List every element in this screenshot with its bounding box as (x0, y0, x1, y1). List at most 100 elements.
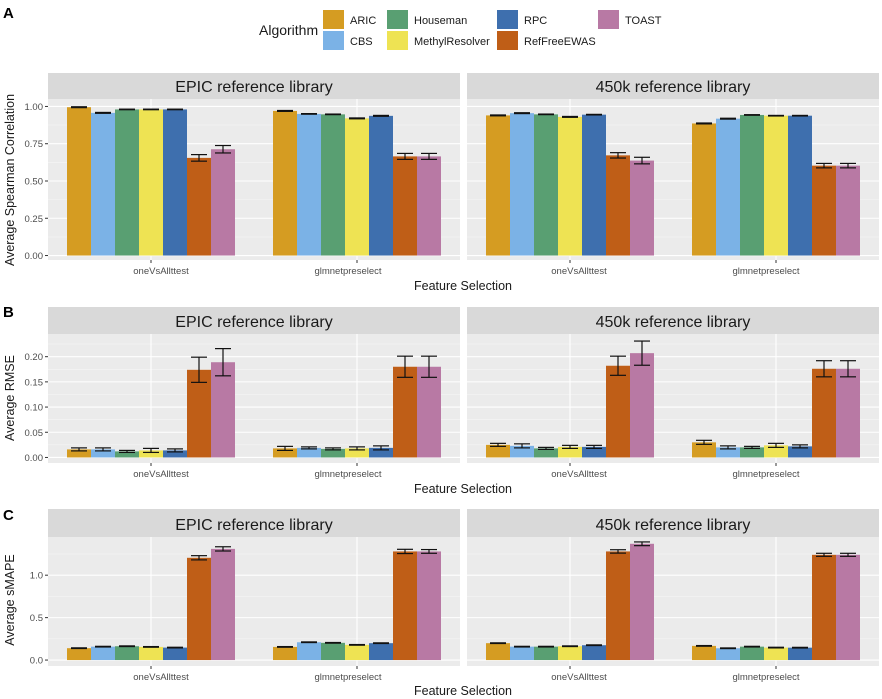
bar-reffreeewas (393, 551, 417, 661)
bar-aric (273, 448, 297, 458)
y-tick-label: 0.15 (25, 377, 44, 388)
legend-key (323, 10, 344, 29)
bar-aric (692, 442, 716, 458)
facet-strip (467, 73, 879, 99)
bar-methylresolver (558, 646, 582, 661)
facet-title: 450k reference library (596, 314, 751, 331)
x-tick-label: oneVsAllttest (133, 266, 189, 277)
legend-label: CBS (350, 36, 373, 48)
facet-title: 450k reference library (596, 79, 751, 96)
x-axis-title: Feature Selection (414, 684, 512, 698)
bar-methylresolver (345, 118, 369, 256)
bar-reffreeewas (187, 557, 211, 661)
bar-reffreeewas (812, 554, 836, 661)
bar-methylresolver (764, 115, 788, 256)
bar-toast (211, 548, 235, 661)
bar-methylresolver (345, 644, 369, 661)
bar-rpc (788, 647, 812, 661)
x-tick-label: oneVsAllttest (133, 469, 189, 480)
plot-background (467, 334, 879, 463)
bar-aric (486, 115, 510, 256)
x-tick-label: oneVsAllttest (133, 672, 189, 683)
bar-rpc (369, 643, 393, 661)
legend-title: Algorithm (259, 22, 318, 38)
x-tick-label: oneVsAllttest (551, 672, 607, 683)
x-axis-title: Feature Selection (414, 482, 512, 496)
bar-cbs (510, 646, 534, 661)
bar-houseman (321, 642, 345, 661)
facet-background (48, 307, 460, 463)
y-axis-title: Average sMAPE (3, 554, 17, 645)
bar-houseman (740, 646, 764, 661)
x-tick-label: oneVsAllttest (551, 266, 607, 277)
facet-epic: EPIC reference library oneVsAllttest glm… (67, 79, 441, 277)
bar-reffreeewas (393, 366, 417, 458)
bar-houseman (321, 114, 345, 256)
x-tick-label: glmnetpreselect (732, 266, 799, 277)
bar-reffreeewas (606, 551, 630, 661)
plot-background (48, 334, 460, 463)
legend-label: RPC (524, 15, 547, 27)
legend-key (387, 10, 408, 29)
legend-key (497, 10, 518, 29)
facet-450k: 450k reference library oneVsAllttest glm… (486, 517, 860, 683)
bar-houseman (115, 109, 139, 256)
bar-methylresolver (764, 647, 788, 661)
panel-label: B (3, 304, 14, 321)
facet-strip (48, 73, 460, 99)
bar-houseman (534, 448, 558, 458)
x-tick-label: glmnetpreselect (732, 672, 799, 683)
facet-background (467, 307, 879, 463)
facet-title: EPIC reference library (175, 79, 332, 96)
bar-aric (273, 110, 297, 256)
bar-aric (486, 643, 510, 661)
legend-key (323, 31, 344, 50)
bar-reffreeewas (812, 165, 836, 256)
bar-cbs (716, 118, 740, 256)
bar-cbs (91, 112, 115, 256)
bar-houseman (115, 646, 139, 661)
y-tick-label: 0.0 (30, 656, 43, 667)
bar-aric (692, 645, 716, 661)
bar-toast (836, 165, 860, 256)
bar-methylresolver (558, 116, 582, 256)
bar-cbs (297, 447, 321, 458)
bar-cbs (297, 113, 321, 256)
bar-cbs (297, 642, 321, 661)
bar-rpc (369, 447, 393, 458)
facet-title: EPIC reference library (175, 517, 332, 534)
bar-aric (67, 107, 91, 256)
facet-strip (48, 509, 460, 537)
legend: Algorithm ARIC CBS Houseman MethylResolver R… (259, 10, 662, 50)
legend-label: Houseman (414, 15, 467, 27)
x-axis-title: Feature Selection (414, 279, 512, 293)
y-tick-label: 0.75 (25, 139, 44, 150)
facet-strip (467, 307, 879, 334)
facet-background (467, 509, 879, 666)
bar-cbs (91, 449, 115, 458)
bar-methylresolver (139, 109, 163, 256)
bar-rpc (582, 446, 606, 458)
bar-toast (211, 362, 235, 458)
y-tick-label: 1.0 (30, 571, 43, 582)
bar-rpc (582, 114, 606, 256)
bar-rpc (582, 645, 606, 661)
facet-epic: EPIC reference library oneVsAllttest glm… (67, 314, 441, 480)
x-tick-label: oneVsAllttest (551, 469, 607, 480)
bar-aric (273, 646, 297, 661)
y-tick-label: 0.20 (25, 352, 44, 363)
bar-aric (486, 444, 510, 458)
bar-rpc (163, 109, 187, 256)
y-axis-title: Average Spearman Correlation (3, 94, 17, 266)
facet-450k: 450k reference library oneVsAllttest glm… (486, 79, 860, 277)
y-tick-label: 1.00 (25, 102, 44, 113)
bar-toast (630, 353, 654, 458)
bar-toast (630, 160, 654, 256)
bar-houseman (534, 646, 558, 661)
x-tick-label: glmnetpreselect (314, 266, 381, 277)
bar-cbs (716, 447, 740, 458)
bar-toast (417, 156, 441, 256)
legend-label: RefFreeEWAS (524, 36, 596, 48)
bar-toast (836, 554, 860, 661)
bar-methylresolver (558, 446, 582, 458)
